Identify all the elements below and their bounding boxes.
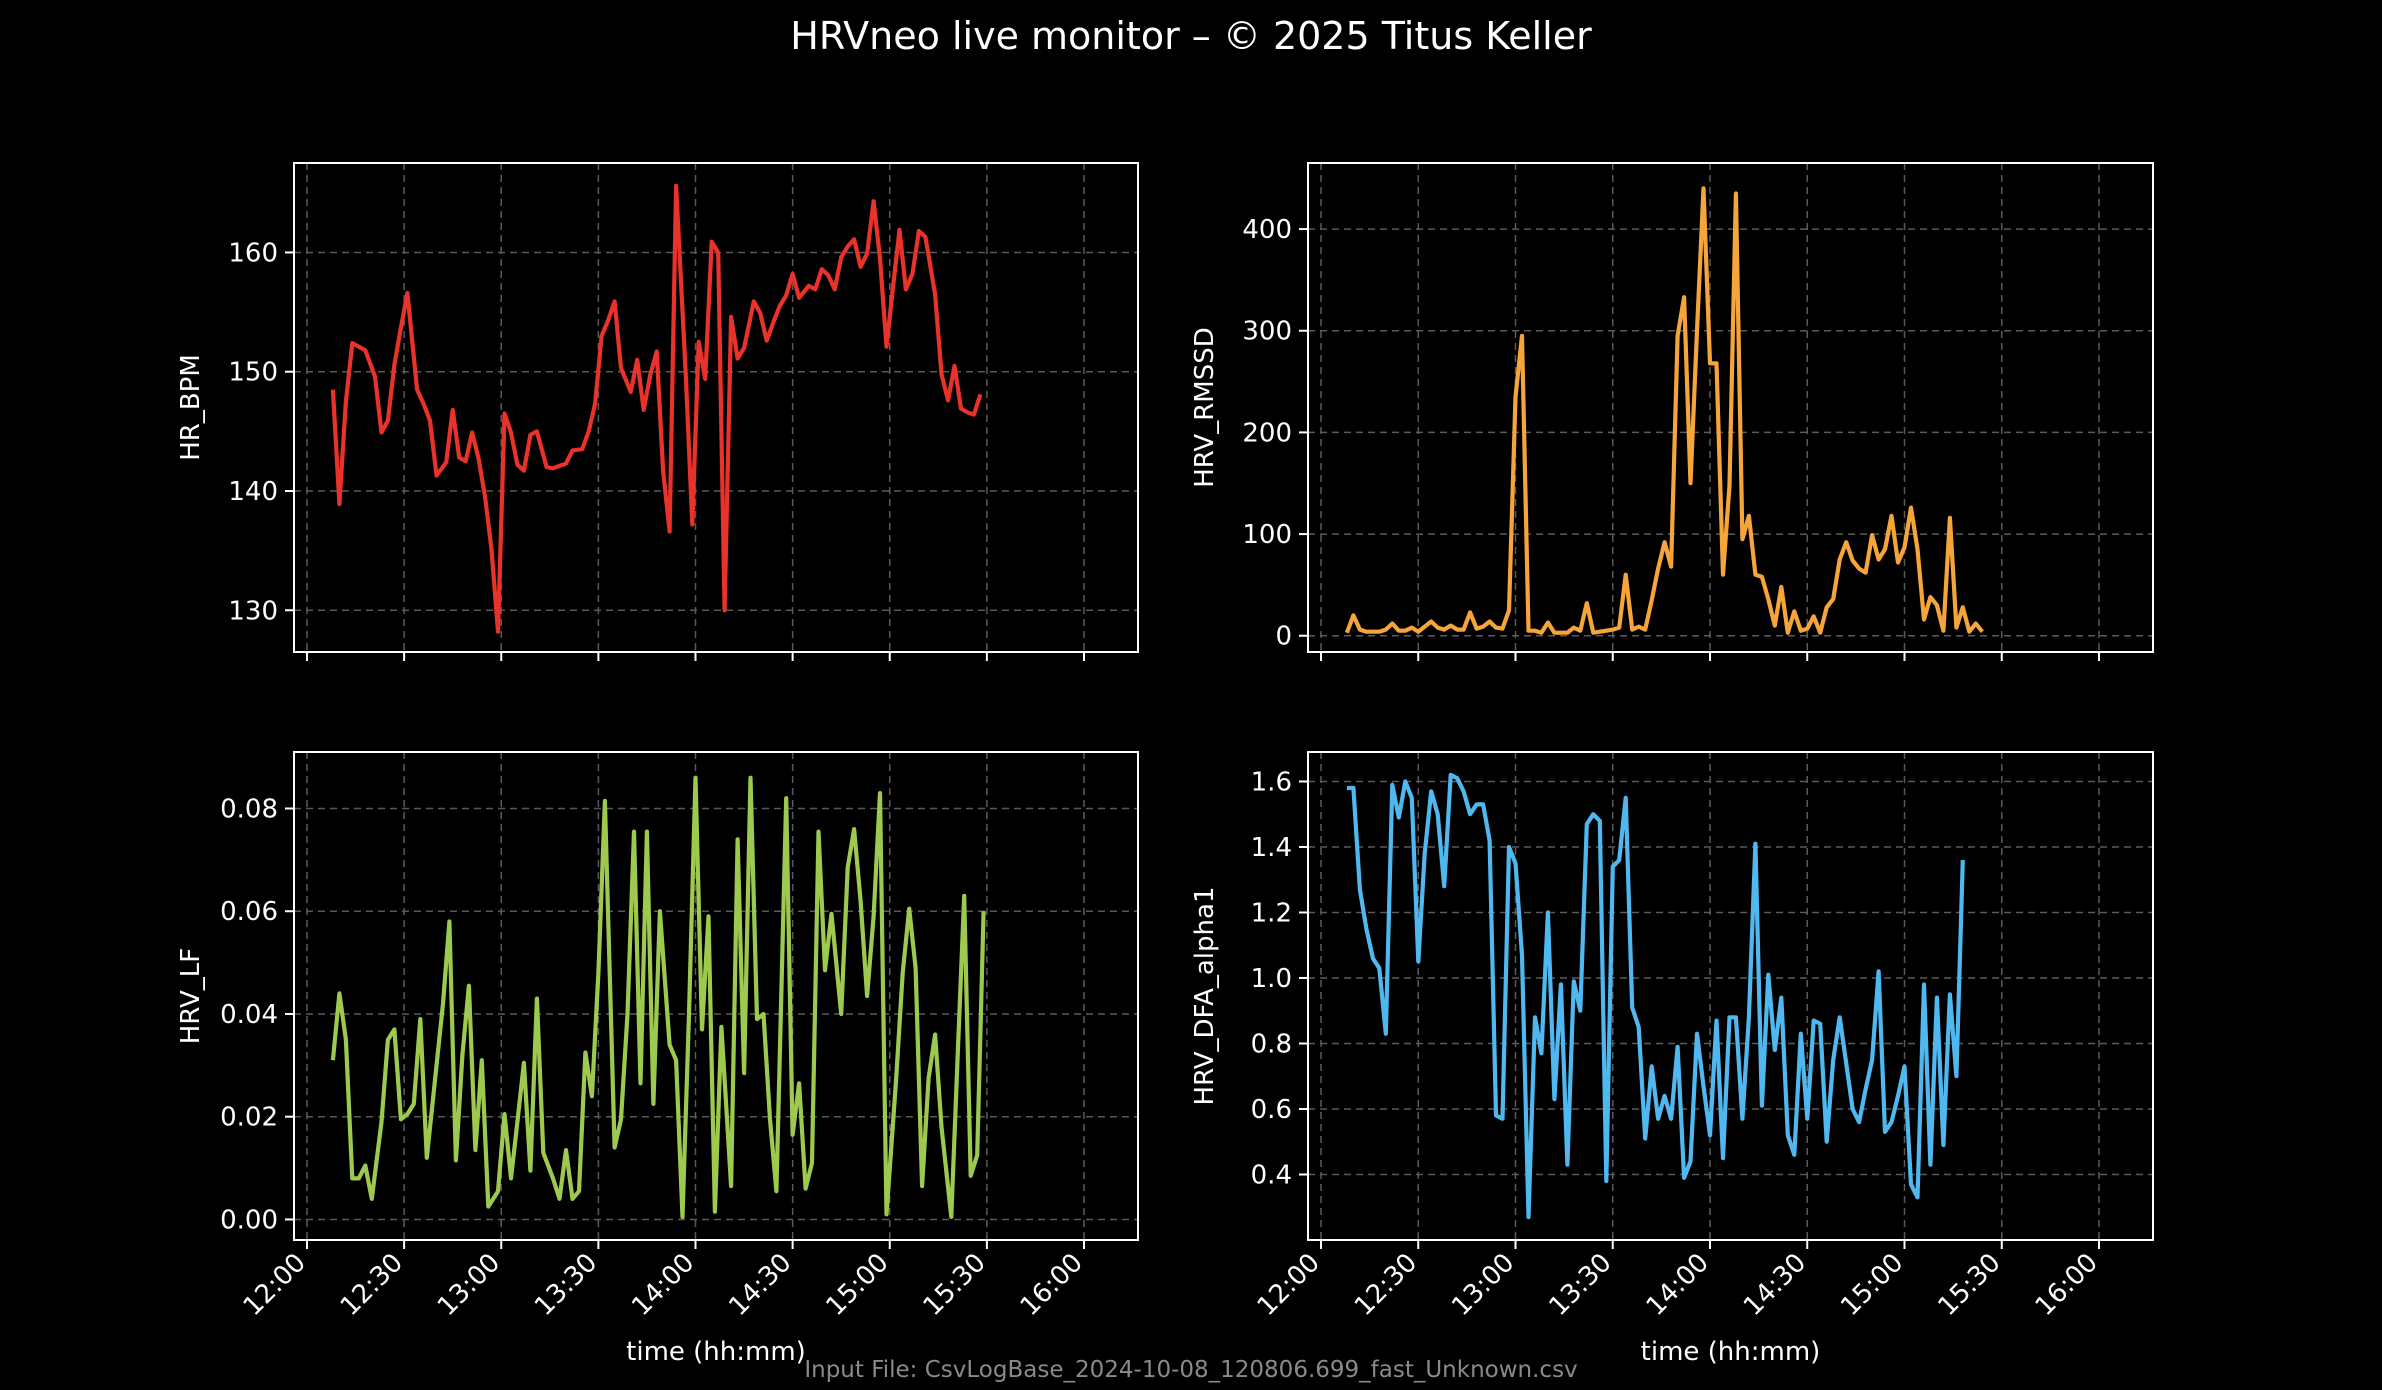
y-axis-label: HRV_RMSSD — [1190, 327, 1220, 488]
series-line-HRV_RMSSD — [1344, 186, 1984, 635]
y-tick-label: 130 — [228, 596, 278, 626]
y-tick-label: 1.2 — [1251, 898, 1292, 928]
y-tick-label: 0.08 — [220, 795, 278, 825]
y-tick-label: 0.02 — [220, 1103, 278, 1133]
x-tick-label: 12:30 — [1349, 1248, 1423, 1322]
x-tick-label: 12:00 — [1252, 1248, 1326, 1322]
y-tick-label: 0.4 — [1251, 1160, 1292, 1190]
plot-frame — [293, 162, 1139, 653]
x-tick-label: 14:00 — [1641, 1248, 1715, 1322]
y-tick-label: 400 — [1242, 215, 1292, 245]
x-tick-label: 14:00 — [626, 1248, 700, 1322]
x-tick-label: 13:30 — [529, 1248, 603, 1322]
x-tick-label: 15:30 — [918, 1248, 992, 1322]
input-file-footer: Input File: CsvLogBase_2024-10-08_120806… — [804, 1357, 1578, 1383]
y-tick-label: 200 — [1242, 418, 1292, 448]
y-tick-label: 0.06 — [220, 897, 278, 927]
series-line-HRV_DFA_alpha1 — [1346, 772, 1965, 1220]
chart-panel-3: 0.00 0.02 0.04 0.06 0.08 12:00 12:30 13:00 13:30… — [176, 751, 1139, 1367]
y-tick-label: 0 — [1275, 622, 1292, 652]
x-tick-label: 12:00 — [238, 1248, 312, 1322]
x-tick-label: 16:00 — [2030, 1248, 2104, 1322]
y-axis-label: HRV_LF — [176, 948, 206, 1044]
y-tick-label: 160 — [228, 238, 278, 268]
y-tick-label: 0.6 — [1251, 1095, 1292, 1125]
x-tick-label: 15:00 — [1835, 1248, 1909, 1322]
plot-frame — [1307, 162, 2154, 653]
x-axis-label: time (hh:mm) — [1641, 1337, 1821, 1367]
series-line-HR_BPM — [330, 183, 983, 634]
y-tick-label: 0.04 — [220, 1000, 278, 1030]
x-tick-label: 13:30 — [1543, 1248, 1617, 1322]
y-axis-label: HRV_DFA_alpha1 — [1190, 887, 1220, 1106]
y-tick-label: 140 — [228, 477, 278, 507]
series-line-HRV_LF — [330, 775, 986, 1220]
x-tick-label: 14:30 — [1738, 1248, 1812, 1322]
y-tick-label: 1.4 — [1251, 833, 1292, 863]
y-tick-label: 0.00 — [220, 1205, 278, 1235]
x-tick-label: 15:30 — [1932, 1248, 2006, 1322]
chart-panel-4: 0.4 0.6 0.8 1.0 1.2 1.4 1.6 12:00 12:30 13:00 13:3… — [1190, 751, 2154, 1367]
x-tick-label: 15:00 — [820, 1248, 894, 1322]
x-axis-label: time (hh:mm) — [626, 1337, 806, 1367]
y-tick-label: 100 — [1242, 520, 1292, 550]
x-tick-label: 16:00 — [1015, 1248, 1089, 1322]
x-tick-label: 14:30 — [723, 1248, 797, 1322]
figure-title: HRVneo live monitor – © 2025 Titus Kelle… — [790, 14, 1592, 58]
x-tick-label: 13:00 — [1446, 1248, 1520, 1322]
plot-frame — [293, 751, 1139, 1241]
y-tick-label: 1.0 — [1251, 964, 1292, 994]
y-axis-label: HR_BPM — [176, 354, 206, 461]
y-tick-label: 300 — [1242, 317, 1292, 347]
y-tick-label: 0.8 — [1251, 1029, 1292, 1059]
chart-panel-1: 130 140 150 160 HR_BPM — [176, 162, 1139, 661]
x-tick-label: 12:30 — [335, 1248, 409, 1322]
y-tick-label: 150 — [228, 358, 278, 388]
plot-frame — [1307, 751, 2154, 1241]
y-tick-label: 1.6 — [1251, 767, 1292, 797]
chart-panel-2: 0 100 200 300 400 HRV_RMSSD — [1190, 162, 2154, 661]
x-tick-label: 13:00 — [432, 1248, 506, 1322]
